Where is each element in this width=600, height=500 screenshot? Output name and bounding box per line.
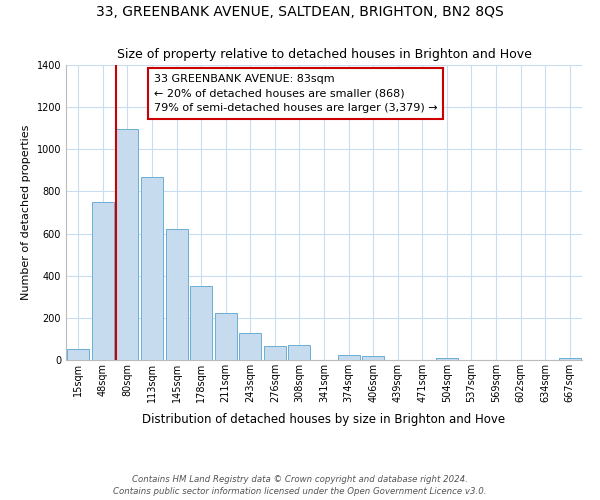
Bar <box>67 350 89 360</box>
Bar <box>190 286 212 360</box>
Y-axis label: Number of detached properties: Number of detached properties <box>21 125 31 300</box>
Bar <box>92 202 114 360</box>
Bar <box>141 176 163 360</box>
Bar <box>239 332 262 360</box>
Text: Contains HM Land Registry data © Crown copyright and database right 2024.
Contai: Contains HM Land Registry data © Crown c… <box>113 474 487 496</box>
Bar <box>264 346 286 360</box>
Bar <box>559 358 581 360</box>
Bar <box>166 230 188 360</box>
Title: Size of property relative to detached houses in Brighton and Hove: Size of property relative to detached ho… <box>116 48 532 61</box>
Bar <box>215 312 237 360</box>
Bar <box>116 130 139 360</box>
Bar <box>362 356 384 360</box>
Bar <box>338 354 359 360</box>
Bar <box>436 358 458 360</box>
Text: 33, GREENBANK AVENUE, SALTDEAN, BRIGHTON, BN2 8QS: 33, GREENBANK AVENUE, SALTDEAN, BRIGHTON… <box>96 5 504 19</box>
Bar <box>289 345 310 360</box>
Text: 33 GREENBANK AVENUE: 83sqm
← 20% of detached houses are smaller (868)
79% of sem: 33 GREENBANK AVENUE: 83sqm ← 20% of deta… <box>154 74 437 114</box>
X-axis label: Distribution of detached houses by size in Brighton and Hove: Distribution of detached houses by size … <box>142 414 506 426</box>
